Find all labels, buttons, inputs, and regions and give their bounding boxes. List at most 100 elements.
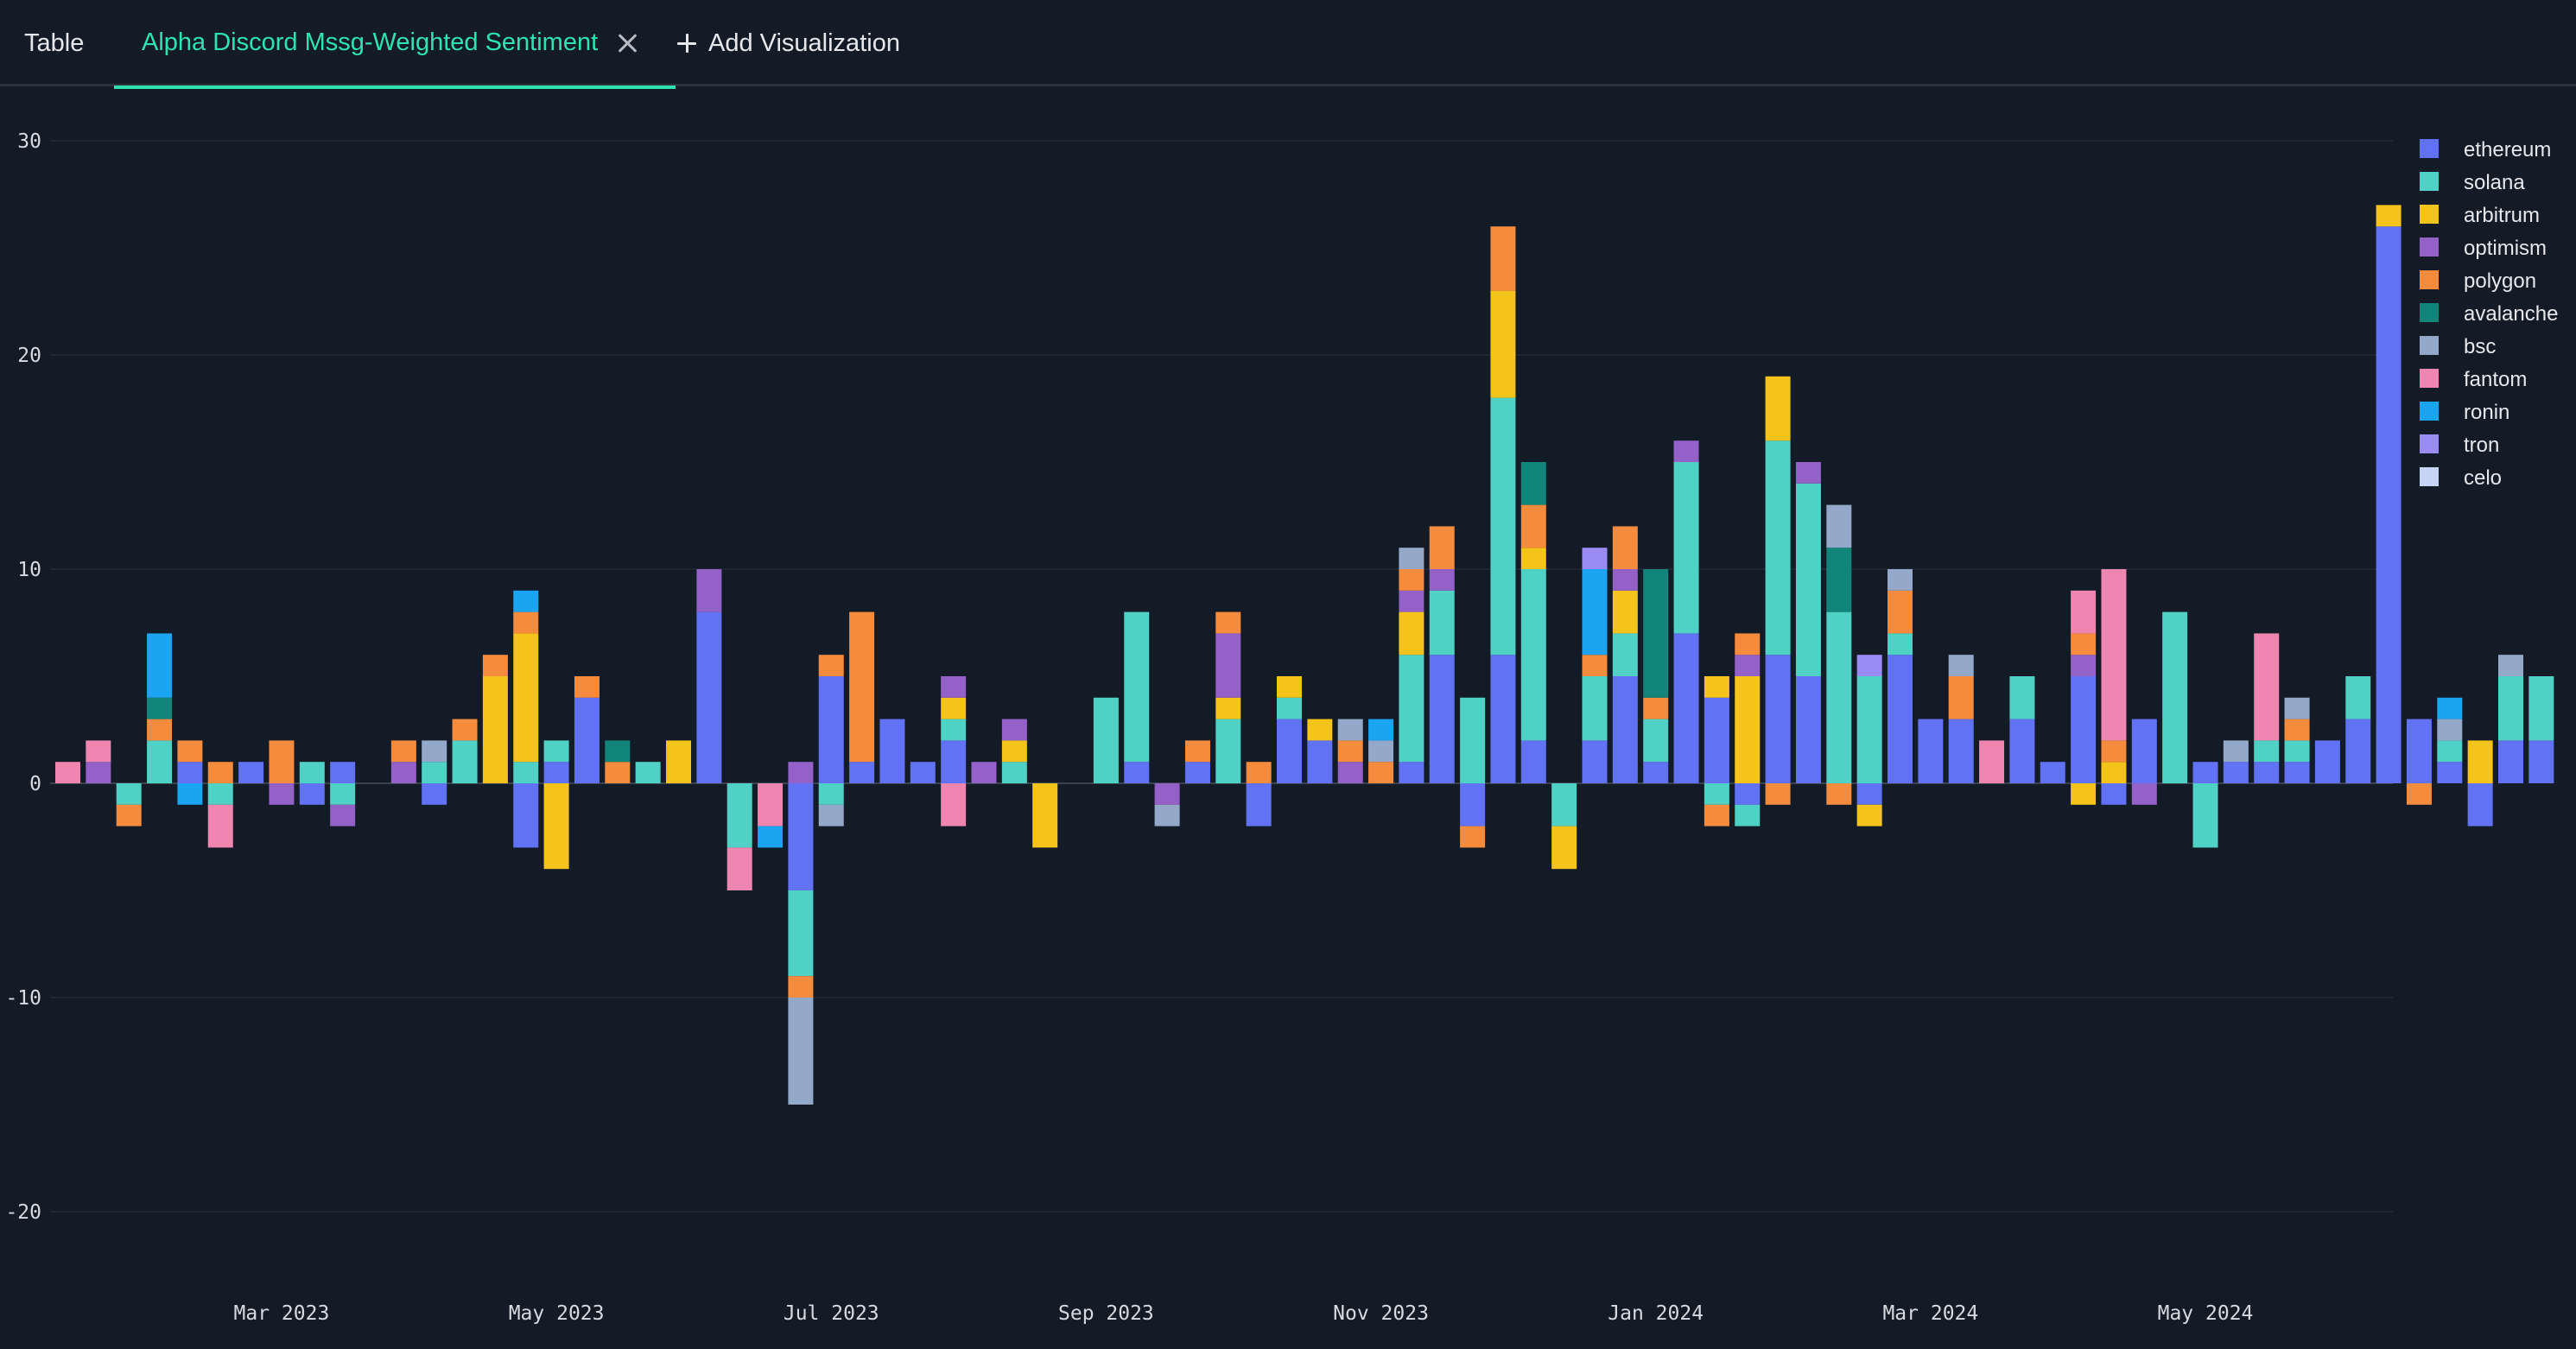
bar-segment-solana[interactable] xyxy=(1735,804,1761,826)
bar-segment-ethereum[interactable] xyxy=(1277,719,1302,783)
bar-segment-ronin[interactable] xyxy=(1582,569,1608,656)
bar-segment-arbitrum[interactable] xyxy=(2376,205,2402,227)
legend-label-tron[interactable]: tron xyxy=(2464,434,2499,457)
bar-segment-polygon[interactable] xyxy=(452,719,478,741)
bar-segment-ethereum[interactable] xyxy=(2376,226,2402,783)
bar-segment-solana[interactable] xyxy=(2498,676,2523,741)
bar-segment-optimism[interactable] xyxy=(1735,655,1761,676)
bar-segment-ethereum[interactable] xyxy=(2101,783,2127,805)
legend-swatch-ethereum[interactable] xyxy=(2420,139,2439,158)
bar-segment-avalanche[interactable] xyxy=(147,697,173,719)
bar-segment-solana[interactable] xyxy=(1888,633,1913,656)
bar-segment-ethereum[interactable] xyxy=(879,719,905,783)
bar-segment-polygon[interactable] xyxy=(1368,762,1394,783)
legend-swatch-arbitrum[interactable] xyxy=(2420,205,2439,224)
bar-segment-solana[interactable] xyxy=(2528,676,2554,741)
bar-segment-polygon[interactable] xyxy=(1337,740,1363,763)
bar-segment-solana[interactable] xyxy=(1673,462,1699,634)
bar-segment-ethereum[interactable] xyxy=(574,697,600,783)
bar-segment-polygon[interactable] xyxy=(2406,783,2432,805)
bar-segment-polygon[interactable] xyxy=(1826,783,1852,805)
bar-segment-ethereum[interactable] xyxy=(1888,655,1913,783)
legend-swatch-tron[interactable] xyxy=(2420,434,2439,453)
bar-segment-optimism[interactable] xyxy=(971,762,997,783)
bar-segment-optimism[interactable] xyxy=(696,569,722,612)
bar-segment-ethereum[interactable] xyxy=(1307,740,1333,783)
bar-segment-arbitrum[interactable] xyxy=(2467,740,2493,783)
bar-segment-ethereum[interactable] xyxy=(1856,783,1882,805)
bar-segment-arbitrum[interactable] xyxy=(1001,740,1027,763)
bar-segment-arbitrum[interactable] xyxy=(1032,783,1058,848)
bar-segment-arbitrum[interactable] xyxy=(1551,826,1577,870)
bar-segment-arbitrum[interactable] xyxy=(1490,290,1516,398)
bar-segment-optimism[interactable] xyxy=(1154,783,1180,805)
bar-segment-optimism[interactable] xyxy=(1612,569,1638,591)
bar-segment-arbitrum[interactable] xyxy=(543,783,569,870)
bar-segment-optimism[interactable] xyxy=(2131,783,2157,805)
legend-swatch-polygon[interactable] xyxy=(2420,270,2439,289)
bar-segment-arbitrum[interactable] xyxy=(513,633,539,763)
bar-segment-polygon[interactable] xyxy=(513,611,539,634)
bar-segment-optimism[interactable] xyxy=(941,676,967,698)
bar-segment-solana[interactable] xyxy=(1277,697,1302,719)
bar-segment-solana[interactable] xyxy=(1093,697,1119,783)
bar-segment-ronin[interactable] xyxy=(1368,719,1394,741)
bar-segment-ethereum[interactable] xyxy=(849,762,875,783)
bar-segment-solana[interactable] xyxy=(1429,590,1455,656)
bar-segment-optimism[interactable] xyxy=(1795,462,1821,484)
bar-segment-bsc[interactable] xyxy=(2437,719,2463,741)
bar-segment-optimism[interactable] xyxy=(1337,762,1363,783)
bar-segment-polygon[interactable] xyxy=(1948,676,1974,719)
bar-segment-ethereum[interactable] xyxy=(1399,762,1424,783)
bar-segment-avalanche[interactable] xyxy=(1826,548,1852,612)
bar-segment-solana[interactable] xyxy=(2009,676,2035,719)
bar-segment-solana[interactable] xyxy=(1520,569,1546,741)
bar-segment-solana[interactable] xyxy=(330,783,356,805)
bar-segment-polygon[interactable] xyxy=(818,655,844,676)
bar-segment-ethereum[interactable] xyxy=(1612,676,1638,783)
bar-segment-arbitrum[interactable] xyxy=(482,676,508,783)
bar-segment-optimism[interactable] xyxy=(86,762,111,783)
bar-segment-polygon[interactable] xyxy=(116,804,142,826)
bar-segment-ethereum[interactable] xyxy=(1582,740,1608,783)
bar-segment-solana[interactable] xyxy=(635,762,661,783)
bar-segment-fantom[interactable] xyxy=(2071,590,2097,634)
tab-alpha-discord-sentiment[interactable]: Alpha Discord Mssg-Weighted Sentiment xyxy=(114,0,676,89)
bar-segment-ethereum[interactable] xyxy=(2192,762,2218,783)
bar-segment-ethereum[interactable] xyxy=(788,783,814,890)
bar-segment-polygon[interactable] xyxy=(207,762,233,783)
bar-segment-optimism[interactable] xyxy=(1215,633,1241,698)
bar-segment-ronin[interactable] xyxy=(177,783,203,805)
bar-segment-ronin[interactable] xyxy=(758,826,784,848)
legend-label-polygon[interactable]: polygon xyxy=(2464,269,2536,293)
bar-segment-solana[interactable] xyxy=(1612,633,1638,676)
bar-segment-ethereum[interactable] xyxy=(2071,676,2097,783)
bar-segment-solana[interactable] xyxy=(2437,740,2463,763)
bar-segment-bsc[interactable] xyxy=(1337,719,1363,741)
bar-segment-avalanche[interactable] xyxy=(605,740,631,763)
bar-segment-ethereum[interactable] xyxy=(2223,762,2249,783)
bar-segment-ethereum[interactable] xyxy=(1490,655,1516,783)
bar-segment-ethereum[interactable] xyxy=(1429,655,1455,783)
bar-segment-polygon[interactable] xyxy=(177,740,203,763)
legend-label-optimism[interactable]: optimism xyxy=(2464,237,2547,260)
bar-segment-fantom[interactable] xyxy=(726,847,752,890)
bar-segment-optimism[interactable] xyxy=(390,762,416,783)
bar-segment-polygon[interactable] xyxy=(2071,633,2097,656)
bar-segment-polygon[interactable] xyxy=(482,655,508,676)
legend-label-ethereum[interactable]: ethereum xyxy=(2464,138,2551,162)
bar-segment-solana[interactable] xyxy=(1551,783,1577,826)
bar-segment-ethereum[interactable] xyxy=(818,676,844,783)
bar-segment-polygon[interactable] xyxy=(1215,611,1241,634)
bar-segment-polygon[interactable] xyxy=(1735,633,1761,656)
bar-segment-solana[interactable] xyxy=(788,890,814,977)
bar-segment-ethereum[interactable] xyxy=(1643,762,1669,783)
bar-segment-solana[interactable] xyxy=(1643,719,1669,763)
bar-segment-arbitrum[interactable] xyxy=(2101,762,2127,783)
bar-segment-solana[interactable] xyxy=(299,762,325,783)
bar-segment-ethereum[interactable] xyxy=(1765,655,1791,783)
bar-segment-arbitrum[interactable] xyxy=(1704,676,1729,698)
bar-segment-fantom[interactable] xyxy=(941,783,967,826)
bar-segment-ethereum[interactable] xyxy=(177,762,203,783)
bar-segment-polygon[interactable] xyxy=(2101,740,2127,763)
